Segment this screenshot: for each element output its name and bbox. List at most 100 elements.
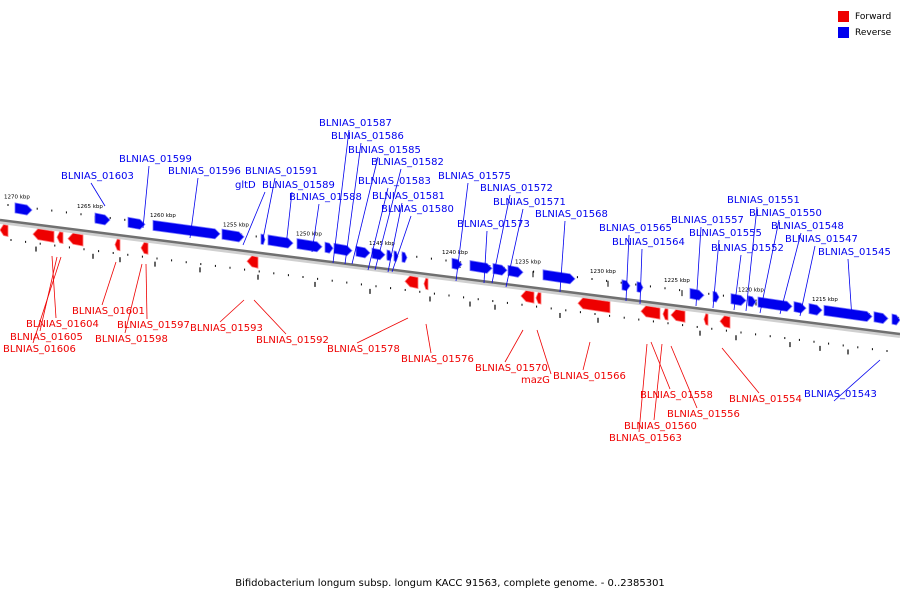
reverse-gene-label: BLNIAS_01551 [727, 195, 800, 206]
reverse-gene-label: BLNIAS_01581 [372, 191, 445, 202]
axis-tick-label: 1225 kbp [664, 278, 690, 284]
reverse-leader-line [261, 177, 276, 245]
axis-tick-label: 1235 kbp [515, 259, 541, 265]
reverse-gene-arrow [94, 212, 111, 226]
reverse-gene-label: BLNIAS_01588 [289, 192, 362, 203]
forward-leader-line [51, 255, 57, 319]
reverse-leader-line [311, 203, 320, 253]
legend-forward-label: Forward [855, 11, 892, 22]
axis-ticks: 1270 kbp 1265 kbp 1260 kbp 1255 kbp 1250 kbp… [4, 195, 900, 355]
forward-leader-line [536, 329, 552, 375]
forward-gene-arrow [535, 291, 542, 305]
reverse-leader-line [833, 359, 881, 402]
genome-axis-shadow [0, 220, 900, 338]
reverse-leader-line [189, 177, 199, 239]
axis-tick-label: 1220 kbp [738, 288, 764, 294]
forward-gene-arrow [114, 238, 121, 252]
reverse-gene-arrow [507, 264, 524, 278]
reverse-leader-line [142, 165, 150, 229]
reverse-gene-label: BLNIAS_01572 [480, 183, 553, 194]
reverse-gene-arrow [393, 250, 399, 262]
forward-gene-label: BLNIAS_01593 [190, 323, 263, 334]
forward-gene-arrow [719, 315, 731, 329]
reverse-gene-label: BLNIAS_01573 [457, 219, 530, 230]
forward-gene-arrow [56, 231, 64, 244]
reverse-gene-label: BLNIAS_01571 [493, 197, 566, 208]
reverse-leader-line [285, 191, 293, 247]
forward-leader-line [650, 341, 671, 390]
reverse-gene-arrow [542, 269, 576, 285]
reverse-gene-arrow [808, 303, 823, 316]
reverse-gene-label: BLNIAS_01548 [771, 221, 844, 232]
reverse-gene-arrow [324, 241, 334, 254]
reverse-leader-line [391, 215, 412, 273]
reverse-gene-label: BLNIAS_01586 [331, 131, 404, 142]
reverse-gene-label: BLNIAS_01552 [711, 243, 784, 254]
forward-leader-line [356, 317, 409, 344]
forward-gene-arrow [423, 277, 429, 291]
forward-leader-line [32, 256, 62, 344]
legend-reverse: Reverse [838, 25, 900, 40]
reverse-gene-label: BLNIAS_01545 [818, 247, 891, 258]
reverse-leader-line [799, 245, 816, 317]
reverse-gene-label: BLNIAS_01585 [348, 145, 421, 156]
forward-gene-label: BLNIAS_01566 [553, 371, 626, 382]
reverse-gene-arrow [492, 262, 508, 276]
reverse-gene-arrow [636, 281, 644, 293]
forward-gene-label: BLNIAS_01556 [667, 409, 740, 420]
reverse-gene-arrow [873, 311, 889, 324]
reverse-gene-label: BLNIAS_01555 [689, 228, 762, 239]
reverse-gene-label: BLNIAS_01582 [371, 157, 444, 168]
reverse-gene-label: BLNIAS_01557 [671, 215, 744, 226]
reverse-gene-arrow [296, 238, 323, 253]
forward-gene-arrow [640, 305, 661, 320]
legend-forward: Forward [838, 9, 900, 24]
reverse-leader-line [455, 182, 469, 282]
reverse-gene-arrow [730, 293, 747, 306]
reverse-leader-line [847, 258, 853, 320]
reverse-gene-arrow [333, 242, 353, 257]
forward-gene-arrow [140, 241, 149, 255]
forward-gene-label: BLNIAS_01576 [401, 354, 474, 365]
reverse-gene-label: BLNIAS_01543 [804, 389, 877, 400]
reverse-gene-arrow [401, 251, 408, 264]
forward-leader-line [145, 263, 148, 320]
reverse-gene-label: gltD [235, 180, 256, 191]
genome-axis [0, 218, 900, 336]
reverse-gene-arrow [221, 228, 245, 243]
forward-gene-label: BLNIAS_01604 [26, 319, 99, 330]
legend: Forward Reverse [838, 9, 900, 41]
reverse-gene-label: BLNIAS_01565 [599, 223, 672, 234]
forward-leader-line [504, 329, 524, 363]
forward-gene-label: BLNIAS_01558 [640, 390, 713, 401]
reverse-leader-line [374, 168, 402, 271]
forward-leader-line [39, 256, 58, 332]
reverse-leader-line [387, 202, 403, 273]
reverse-gene-label: BLNIAS_01599 [119, 154, 192, 165]
reverse-swatch [838, 27, 849, 38]
reverse-gene-label: BLNIAS_01568 [535, 209, 608, 220]
reverse-gene-arrow [451, 257, 463, 270]
forward-swatch [838, 11, 849, 22]
forward-gene-label: BLNIAS_01597 [117, 320, 190, 331]
axis-tick-label: 1245 kbp [369, 241, 395, 247]
forward-gene-arrow [662, 308, 669, 321]
reverse-gene-arrow [747, 295, 757, 308]
forward-gene-label: BLNIAS_01578 [327, 344, 400, 355]
forward-gene-arrow [670, 309, 686, 323]
reverse-leader-line [90, 182, 106, 207]
axis-tick-label: 1240 kbp [442, 250, 468, 256]
reverse-leader-line [491, 194, 511, 284]
reverse-gene-label: BLNIAS_01591 [245, 166, 318, 177]
forward-gene-arrow [0, 224, 9, 238]
reverse-gene-label: BLNIAS_01596 [168, 166, 241, 177]
forward-gene-label: BLNIAS_01606 [3, 344, 76, 355]
forward-leader-line [253, 299, 287, 335]
axis-tick-label: 1270 kbp [4, 195, 30, 201]
forward-leader-line [219, 299, 245, 323]
reverse-gene-label: BLNIAS_01603 [61, 171, 134, 182]
reverse-leader-line [712, 239, 720, 309]
forward-leader-line [670, 345, 698, 409]
reverse-leader-line [367, 187, 389, 271]
forward-gene-arrow [67, 232, 84, 247]
